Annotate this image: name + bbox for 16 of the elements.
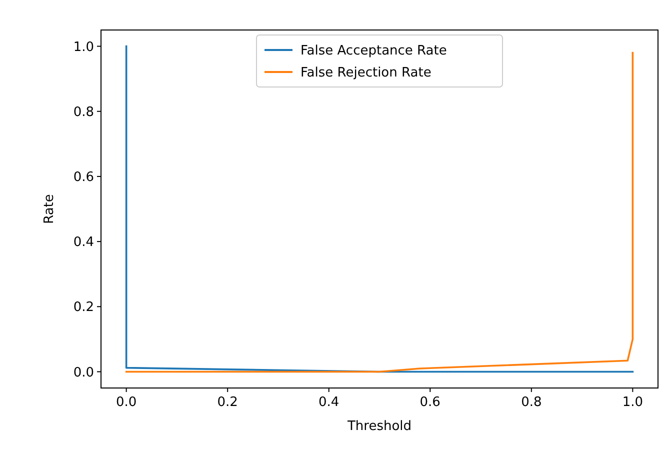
x-tick-label: 0.6 bbox=[420, 395, 440, 410]
y-tick-label: 1.0 bbox=[73, 40, 94, 55]
y-axis-title: Rate bbox=[42, 194, 57, 224]
legend-label: False Rejection Rate bbox=[300, 66, 432, 81]
y-tick-label: 0.8 bbox=[73, 104, 94, 120]
x-tick-label: 0.4 bbox=[318, 395, 340, 410]
x-axis-title: Threshold bbox=[346, 419, 412, 434]
x-tick-label: 1.0 bbox=[622, 395, 644, 410]
x-tick-label: 0.2 bbox=[217, 395, 238, 410]
legend-label: False Acceptance Rate bbox=[300, 44, 447, 59]
y-tick-label: 0.6 bbox=[73, 170, 94, 186]
x-tick-label: 0.8 bbox=[521, 395, 542, 410]
y-tick-label: 0.2 bbox=[73, 300, 94, 316]
y-tick-label: 0.0 bbox=[73, 365, 94, 380]
x-tick-label: 0.0 bbox=[116, 395, 137, 410]
y-tick-label: 0.4 bbox=[73, 235, 94, 250]
